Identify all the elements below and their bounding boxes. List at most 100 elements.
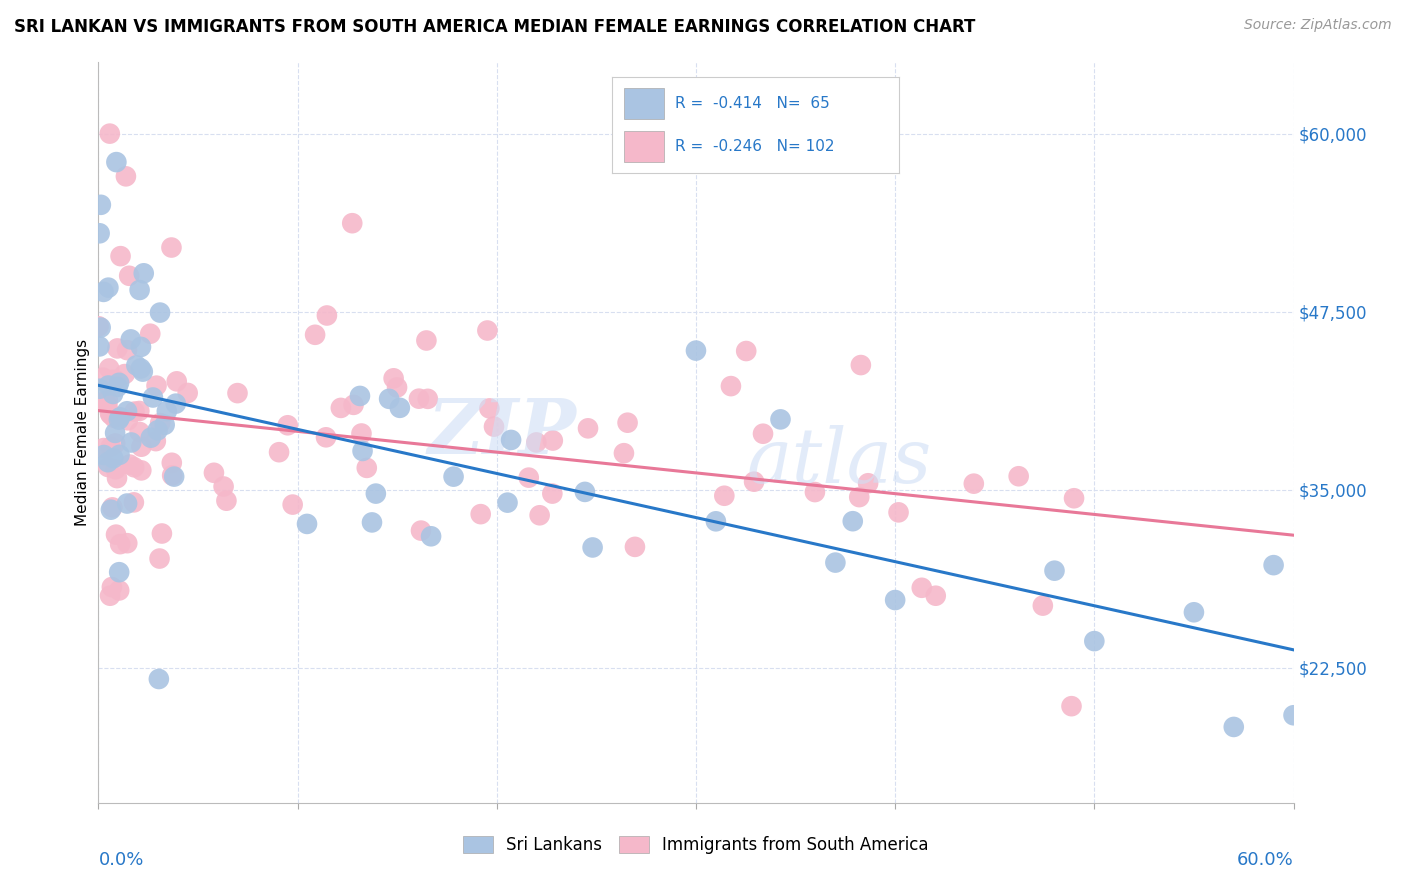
Point [350,426,373,441]
Point [100,440,122,454]
Point [165,397,187,411]
Point [477,324,499,338]
Point [93,441,115,455]
Point [97,460,120,475]
Point [804,485,827,500]
Point [963,476,986,491]
Point [616,416,638,430]
Point [361,516,384,530]
Point [118,268,141,283]
Point [713,489,735,503]
Point [378,392,401,406]
Point [1032,599,1054,613]
Point [142,391,165,405]
Point [104,373,127,387]
Point [735,344,758,359]
Point [704,514,727,528]
Point [541,434,564,448]
Point [887,505,910,519]
Point [720,379,742,393]
Point [416,392,439,406]
Point [94,394,117,409]
Point [388,401,411,415]
Point [1182,605,1205,619]
Point [105,527,128,541]
Point [342,216,364,230]
Point [160,468,183,483]
Point [482,419,505,434]
Point [115,169,138,184]
Point [103,451,125,466]
Point [129,340,152,354]
Point [145,378,167,392]
Point [281,498,304,512]
Point [97,378,120,392]
Point [304,327,326,342]
Point [108,448,131,462]
Point [124,404,146,418]
Point [295,516,318,531]
Point [132,365,155,379]
Point [98,127,121,141]
Point [352,444,374,458]
Point [842,514,865,528]
Point [742,475,765,489]
Point [315,430,337,444]
Point [316,309,339,323]
Point [131,440,153,454]
Point [856,476,879,491]
Point [769,412,792,426]
Point [118,458,141,472]
Point [122,495,145,509]
Point [364,486,387,500]
Point [150,526,173,541]
Point [115,497,138,511]
Point [342,398,364,412]
Point [752,426,775,441]
Point [153,417,176,432]
Point [420,529,443,543]
Point [156,404,179,418]
Point [98,589,121,603]
Text: ZIP: ZIP [427,396,576,469]
Point [104,436,127,450]
Point [108,565,131,579]
Point [105,471,128,485]
Point [145,434,167,449]
Point [101,373,124,387]
Point [415,334,437,348]
Point [101,580,124,594]
Point [277,418,299,433]
Point [89,382,111,396]
Point [1063,491,1085,506]
Point [884,593,907,607]
Point [97,455,120,469]
Point [356,461,378,475]
Point [131,463,153,477]
Point [848,490,870,504]
Point [98,361,121,376]
Point [115,343,138,357]
Point [120,332,142,346]
Point [613,446,636,460]
Point [163,469,186,483]
Point [329,401,352,415]
Point [108,376,131,390]
Point [110,249,132,263]
Point [176,385,198,400]
Point [524,435,547,450]
Point [501,433,523,447]
Point [925,589,948,603]
Point [115,404,138,418]
Legend: Sri Lankans, Immigrants from South America: Sri Lankans, Immigrants from South Ameri… [457,830,935,861]
Point [1008,469,1031,483]
Point [849,358,872,372]
Point [478,401,501,416]
Point [93,285,115,299]
Point [91,370,114,384]
Point [104,462,127,476]
Point [107,380,129,394]
Point [87,319,110,334]
Point [160,240,183,255]
Text: atlas: atlas [747,425,932,500]
